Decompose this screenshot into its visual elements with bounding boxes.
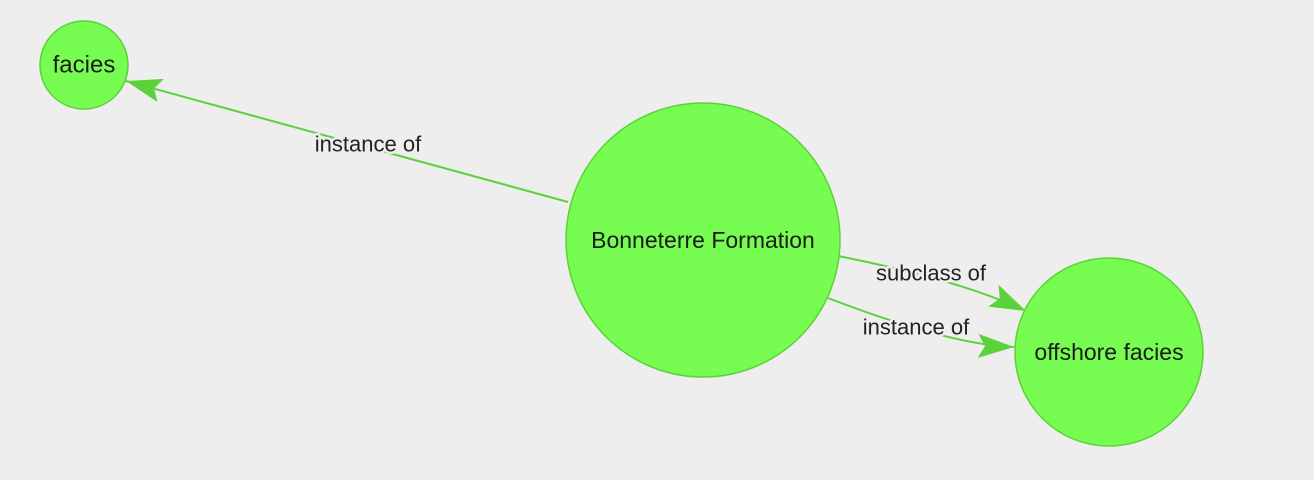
edges-layer: instance of subclass of instance of [125,78,1027,358]
node-label-facies: facies [53,52,116,79]
node-facies[interactable]: facies [39,20,129,110]
nodes-layer: facies Bonneterre Formation offshore fac… [39,20,1204,447]
node-offshore-facies[interactable]: offshore facies [1014,257,1204,447]
edge-subclass-of-offshore[interactable] [837,255,1027,312]
edge-instance-of-offshore[interactable] [827,297,1015,358]
node-label-bonneterre-formation: Bonneterre Formation [591,227,815,253]
node-bonneterre-formation[interactable]: Bonneterre Formation [565,102,841,378]
edge-instance-of-facies[interactable] [125,78,569,203]
node-label-offshore-facies: offshore facies [1034,339,1183,365]
edge-label-subclass-of: subclass of [876,261,987,286]
edge-label-instance-of-offshore: instance of [863,315,970,340]
edge-label-instance-of-facies: instance of [315,132,422,157]
